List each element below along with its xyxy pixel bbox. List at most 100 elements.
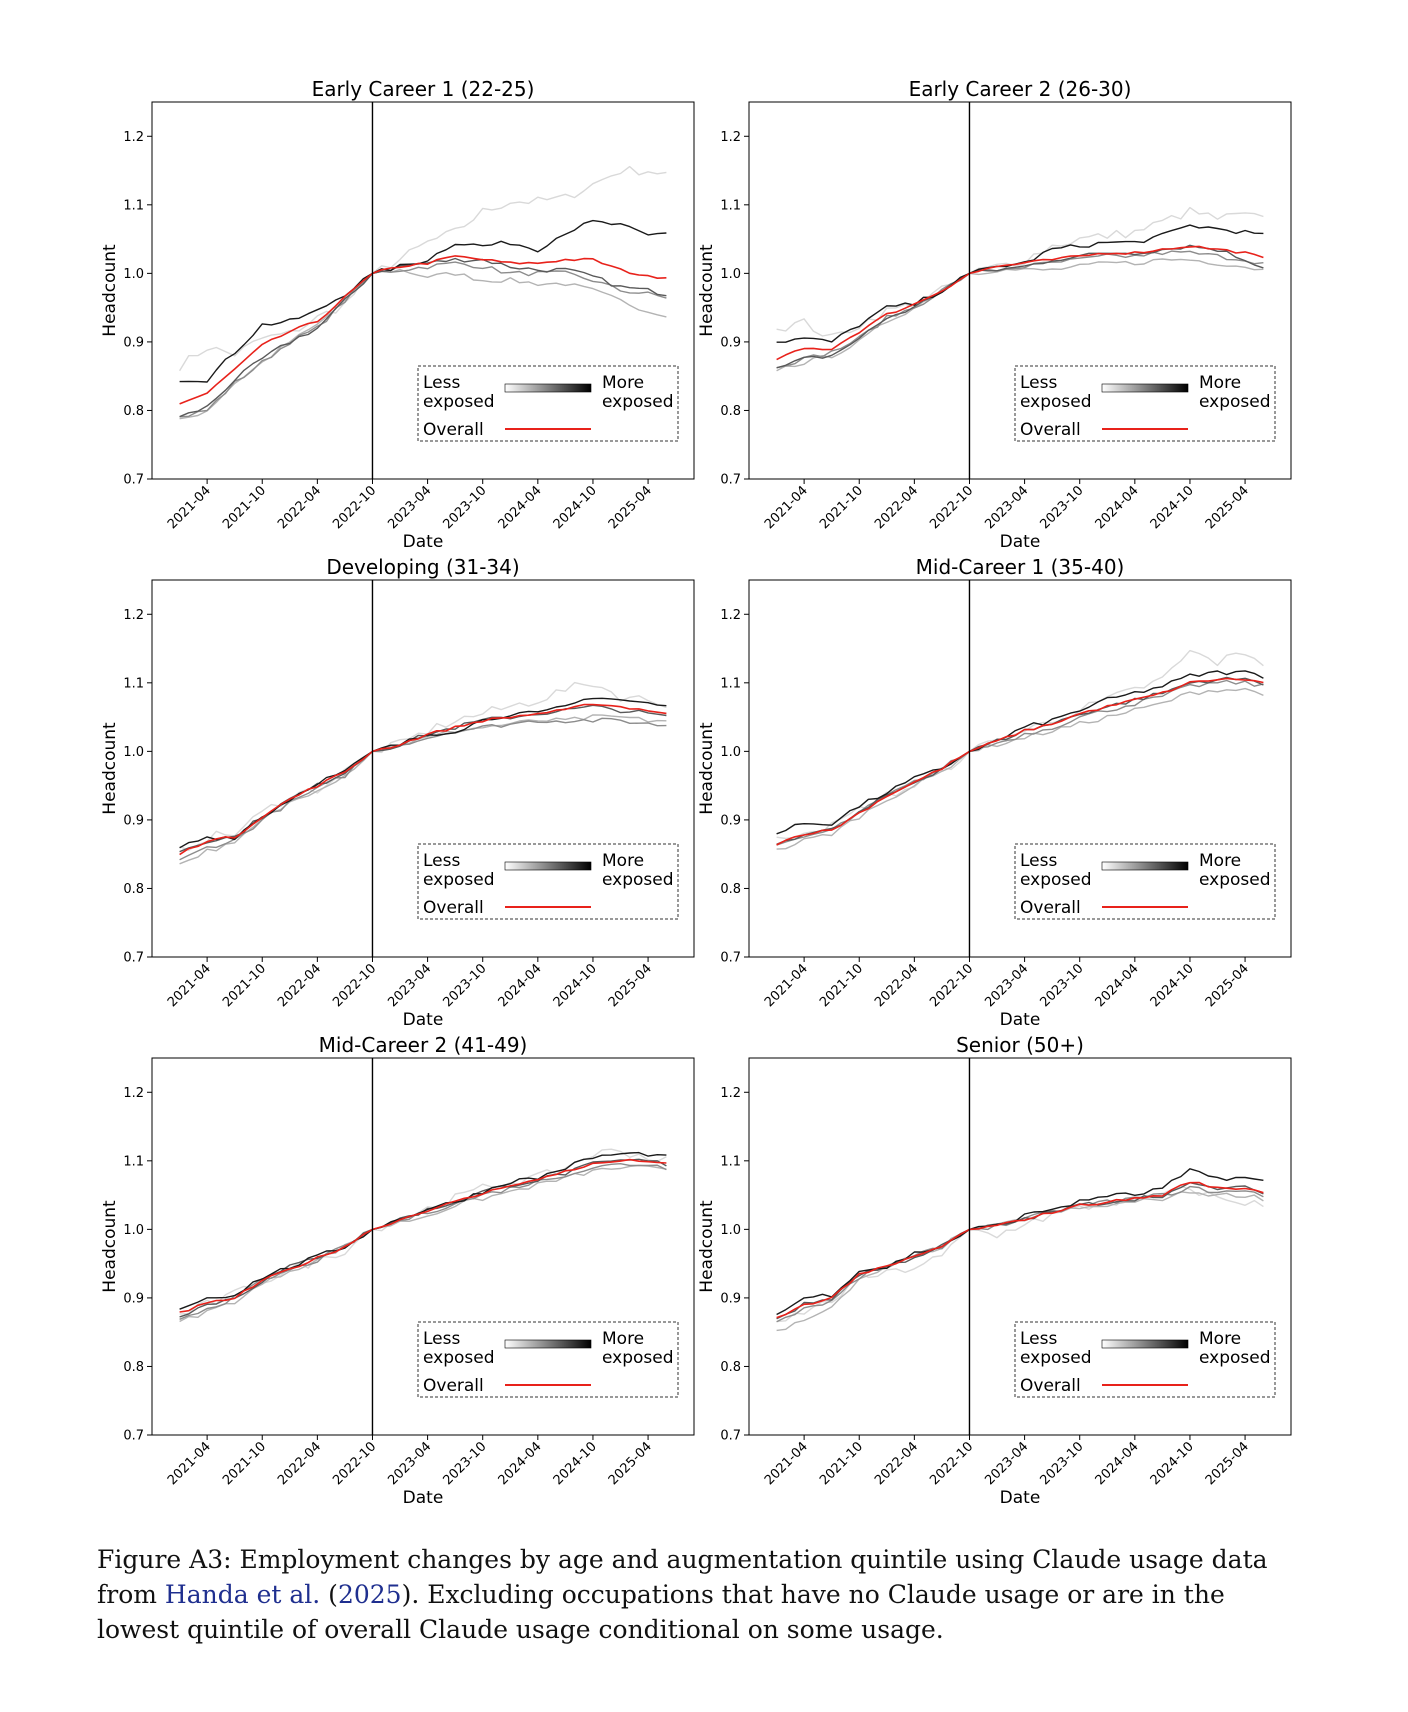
series-line-overall — [776, 245, 1264, 361]
x-tick-label: 2021-04 — [762, 1439, 811, 1488]
legend-less-line2: exposed — [1020, 870, 1092, 890]
plot-frame — [748, 101, 1292, 480]
plot-frame — [151, 1057, 695, 1436]
x-tick-label: 2021-10 — [220, 961, 269, 1010]
legend-less-line1: Less — [423, 373, 460, 393]
series-line-quintile-3 — [776, 679, 1264, 846]
citation-authors-link[interactable]: Handa et al. — [164, 1580, 321, 1609]
panel-title: Mid-Career 1 (35-40) — [916, 555, 1125, 579]
legend-overall-label: Overall — [423, 1376, 484, 1396]
legend-less-line1: Less — [1020, 851, 1057, 871]
x-tick-label: 2024-10 — [1148, 1439, 1197, 1488]
y-tick-label: 0.9 — [123, 1291, 144, 1306]
x-tick-label: 2025-04 — [1203, 961, 1252, 1010]
y-axis-label: Headcount — [100, 722, 120, 815]
x-tick-label: 2023-10 — [441, 1439, 490, 1488]
legend-overall-label: Overall — [423, 898, 484, 918]
series-line-quintile-1 — [776, 206, 1264, 337]
legend-more-line2: exposed — [1199, 392, 1271, 412]
x-axis-label: Date — [1000, 1488, 1041, 1508]
legend-more-line1: More — [602, 373, 644, 393]
x-axis-label: Date — [403, 1010, 444, 1030]
citation-year-link[interactable]: 2025 — [337, 1580, 402, 1609]
chart-panel: Early Career 1 (22-25) 0.7 0.8 0.9 1.0 1.1 1.2… — [100, 77, 695, 552]
series-line-quintile-5 — [179, 219, 667, 383]
series-line-quintile-1 — [179, 165, 667, 372]
x-tick-label: 2022-10 — [330, 483, 379, 532]
figure-caption: Figure A3: Employment changes by age and… — [97, 1542, 1311, 1647]
y-tick-label: 0.9 — [123, 335, 144, 350]
y-tick-label: 1.2 — [720, 130, 741, 145]
series-line-overall — [776, 677, 1264, 846]
x-tick-label: 2022-10 — [927, 483, 976, 532]
x-tick-label: 2025-04 — [1203, 483, 1252, 532]
legend-less-line1: Less — [1020, 373, 1057, 393]
legend-more-line1: More — [1199, 851, 1241, 871]
panel-title: Senior (50+) — [956, 1033, 1084, 1057]
plot-frame — [748, 579, 1292, 958]
series-line-overall — [179, 255, 667, 405]
x-tick-label: 2022-04 — [872, 483, 921, 532]
chart-panel: Mid-Career 1 (35-40) 0.7 0.8 0.9 1.0 1.1 1.2 20… — [697, 555, 1292, 1030]
y-tick-label: 1.0 — [720, 745, 741, 760]
legend-less-line1: Less — [423, 851, 460, 871]
series-line-quintile-4 — [179, 1158, 667, 1318]
x-tick-label: 2022-04 — [872, 1439, 921, 1488]
series-line-overall — [179, 703, 667, 856]
caption-prefix: Figure A3: Employment changes by age and… — [97, 1545, 1268, 1609]
legend-overall-label: Overall — [1020, 1376, 1081, 1396]
x-tick-label: 2022-10 — [330, 1439, 379, 1488]
x-tick-label: 2023-10 — [1038, 961, 1087, 1010]
legend-gradient-swatch — [504, 383, 592, 393]
series-line-quintile-1 — [179, 681, 667, 851]
legend-more-line2: exposed — [1199, 870, 1271, 890]
x-tick-label: 2022-10 — [330, 961, 379, 1010]
x-tick-label: 2023-04 — [982, 1439, 1031, 1488]
y-axis-label: Headcount — [697, 244, 717, 337]
legend-more-line2: exposed — [602, 870, 674, 890]
legend-overall-label: Overall — [423, 420, 484, 440]
x-tick-label: 2025-04 — [1203, 1439, 1252, 1488]
caption-suffix: ). Excluding occupations that have no Cl… — [97, 1580, 1225, 1644]
x-tick-label: 2024-10 — [1148, 483, 1197, 532]
x-tick-label: 2025-04 — [606, 961, 655, 1010]
legend-more-line1: More — [602, 851, 644, 871]
legend-less-line1: Less — [423, 1329, 460, 1349]
series-line-quintile-3 — [776, 1185, 1264, 1323]
legend-less-line2: exposed — [1020, 392, 1092, 412]
y-tick-label: 0.9 — [720, 1291, 741, 1306]
x-tick-label: 2021-10 — [220, 1439, 269, 1488]
x-tick-label: 2023-04 — [982, 483, 1031, 532]
x-tick-label: 2025-04 — [606, 483, 655, 532]
legend-less-line1: Less — [1020, 1329, 1057, 1349]
series-line-quintile-5 — [776, 1168, 1264, 1316]
y-tick-label: 1.0 — [123, 745, 144, 760]
series-group — [776, 649, 1264, 850]
x-axis-label: Date — [1000, 1010, 1041, 1030]
legend-less-line2: exposed — [423, 1348, 495, 1368]
x-tick-label: 2023-04 — [982, 961, 1031, 1010]
y-tick-label: 0.7 — [123, 1429, 144, 1444]
series-line-quintile-3 — [776, 250, 1264, 369]
series-line-quintile-2 — [776, 1191, 1264, 1332]
series-line-quintile-5 — [776, 224, 1264, 343]
series-line-overall — [776, 1181, 1264, 1319]
y-tick-label: 0.8 — [123, 882, 144, 897]
y-tick-label: 1.1 — [123, 198, 144, 213]
x-axis-label: Date — [403, 1488, 444, 1508]
y-tick-label: 0.7 — [720, 1429, 741, 1444]
legend-box — [1014, 365, 1276, 442]
x-tick-label: 2024-04 — [1093, 483, 1142, 532]
series-line-quintile-5 — [776, 670, 1264, 835]
y-tick-label: 1.0 — [123, 267, 144, 282]
series-line-quintile-3 — [179, 717, 667, 861]
x-tick-label: 2024-04 — [1093, 1439, 1142, 1488]
x-axis-label: Date — [1000, 532, 1041, 552]
legend-less-line2: exposed — [1020, 1348, 1092, 1368]
series-group — [776, 1168, 1264, 1332]
y-tick-label: 1.1 — [720, 198, 741, 213]
x-tick-label: 2022-04 — [872, 961, 921, 1010]
